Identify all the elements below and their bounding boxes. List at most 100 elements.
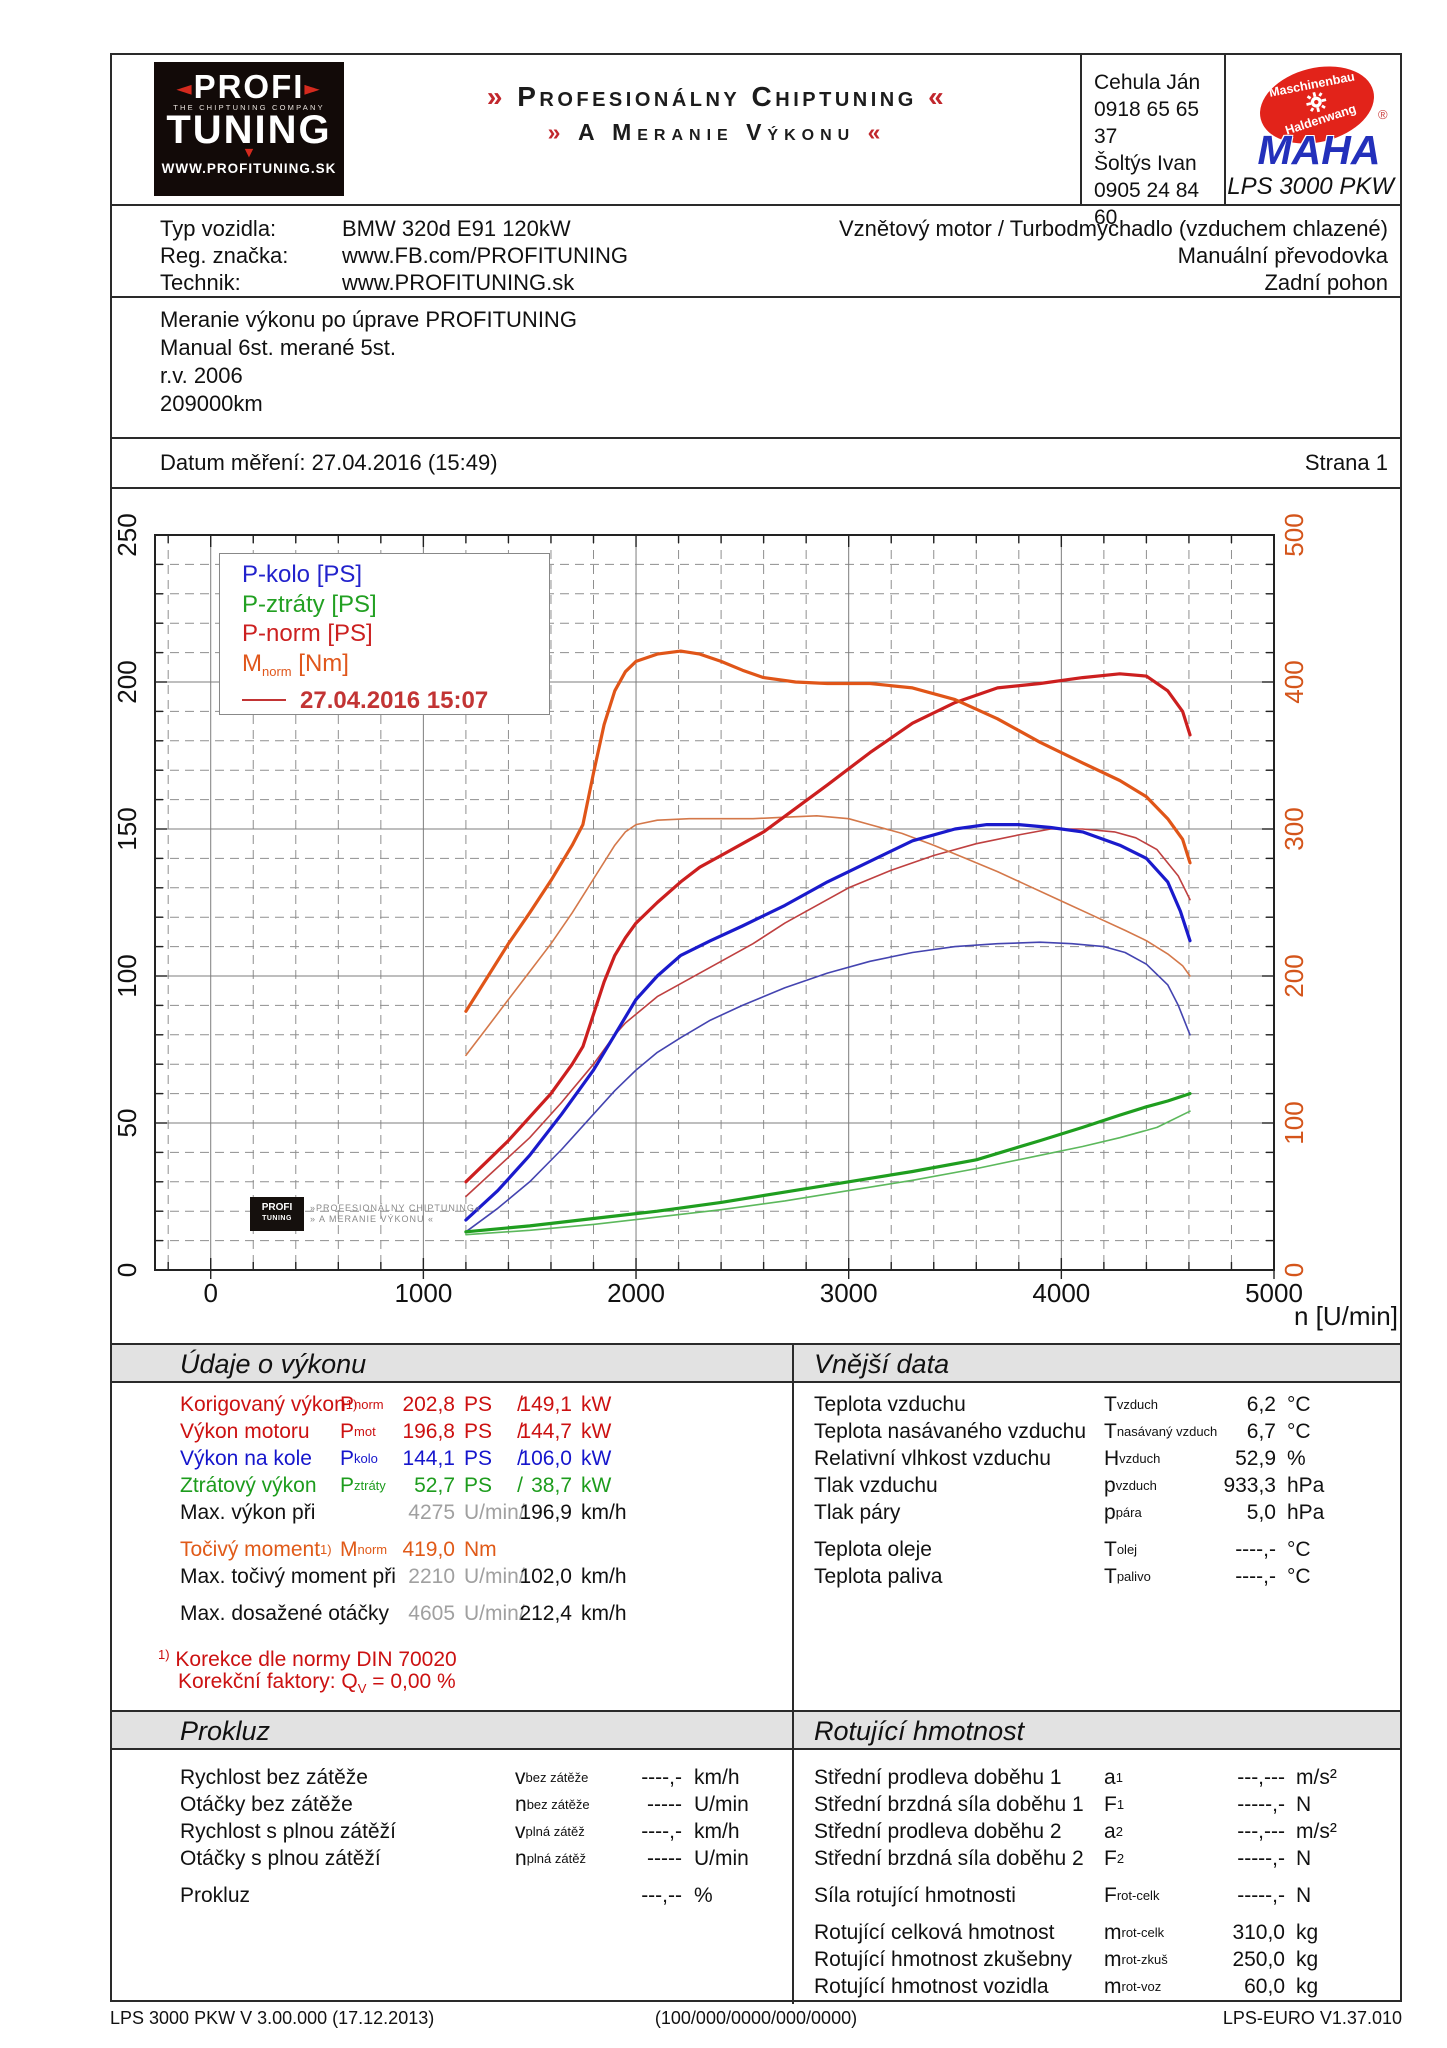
column-divider (792, 1712, 794, 1748)
table-row: Rychlost s plnou zátěží v plná zátěž ----,-… (180, 1820, 740, 1843)
logo-right-arrow-icon: ► (304, 76, 322, 100)
measurement-date: Datum měření: 27.04.2016 (15:49) (160, 450, 498, 475)
svg-text:400: 400 (1279, 660, 1309, 703)
contact-phone-1: 0918 65 65 37 (1094, 98, 1200, 148)
profituning-logo: ◄PROFI► THE CHIPTUNING COMPANY TUNING ▼ … (154, 62, 344, 196)
gearbox-value: Manuální převodovka (1177, 243, 1388, 268)
vehicle-info-section: Typ vozidla: BMW 320d E91 120kW Vznětový… (112, 206, 1400, 298)
contact-name-1: Cehula Ján (1094, 71, 1201, 94)
dyno-model-label: LPS 3000 PKW (1227, 173, 1394, 200)
series-p-norm-27-04-2016-15-49 (464, 672, 1192, 1184)
maha-ellipse-logo: Maschinenbau Haldenwang (1251, 55, 1383, 155)
series-p-norm-27-04-2016-15-07 (465, 828, 1191, 1198)
prokluz-section-title: Prokluz (180, 1716, 271, 1746)
table-row: Otáčky bez zátěže n bez zátěže ----- U/min (180, 1793, 749, 1816)
table-row: Střední prodleva doběhu 1 a 1 ---,--- m/s² (814, 1766, 1337, 1789)
footer-firmware-version: LPS-EURO V1.37.010 (1222, 2008, 1402, 2028)
drive-type-value: Zadní pohon (1264, 270, 1388, 295)
svg-text:50: 50 (112, 1109, 142, 1138)
table-row: Tlak páry p pára 5,0 hPa (814, 1501, 1325, 1524)
legend-m-norm: Mnorm [Nm] (242, 649, 349, 679)
series-m-norm-27-04-2016-15-49 (464, 649, 1192, 1013)
svg-text:200: 200 (112, 660, 142, 703)
gear-icon (1257, 77, 1375, 126)
tagline-line1: » Profesionálny Chiptuning « (486, 81, 948, 112)
reg-plate-label: Reg. značka: (160, 243, 289, 268)
svg-text:4000: 4000 (1032, 1278, 1090, 1308)
table-row: Rotující hmotnost vozidla m rot-voz 60,0 kg (814, 1975, 1319, 1998)
table-row: Otáčky s plnou zátěží n plná zátěž ----- U/m… (180, 1847, 749, 1870)
logo-website: WWW.PROFITUNING.SK (161, 161, 337, 176)
contact-block: Cehula Ján 0918 65 65 37 Šoltýs Ivan 090… (1080, 55, 1224, 229)
company-tagline: » Profesionálny Chiptuning « » A Meranie… (352, 79, 1082, 149)
registered-trademark-icon: ® (1378, 107, 1388, 122)
report-frame: ◄PROFI► THE CHIPTUNING COMPANY TUNING ▼ … (110, 53, 1404, 2004)
chart-watermark: PROFI TUNING »PROFESIONÁLNY CHIPTUNING« … (250, 1197, 481, 1231)
vnejsi-section-title: Vnější data (814, 1349, 950, 1379)
description-line-4: 209000km (160, 391, 263, 416)
svg-text:300: 300 (1279, 807, 1309, 850)
svg-text:5000: 5000 (1245, 1278, 1303, 1308)
contact-name-2: Šoltýs Ivan (1094, 152, 1197, 175)
legend-p-norm: P-norm [PS] (242, 620, 373, 647)
maha-logo-cell: Maschinenbau Haldenwang ® MAHA LPS 3000 … (1224, 55, 1404, 206)
watermark-text: »PROFESIONÁLNY CHIPTUNING« » A MERANIE V… (310, 1203, 481, 1224)
svg-text:2000: 2000 (607, 1278, 665, 1308)
logo-left-arrow-icon: ◄ (176, 76, 194, 100)
series-p-kolo-27-04-2016-15-07 (465, 941, 1191, 1233)
column-divider (792, 1345, 794, 1381)
table-row: Max. točivý moment při 2210 U/min/102,0 km/… (180, 1565, 627, 1588)
legend-p-kolo: P-kolo [PS] (242, 561, 363, 588)
legend-line-sample (242, 699, 286, 701)
series-p-ztraty-27-04-2016-15-07 (465, 1110, 1191, 1236)
dyno-chart: 0 1000 2000 3000 4000 5000 0 50 100 150 200 250 0 100… (112, 489, 1400, 1343)
description-line-3: r.v. 2006 (160, 363, 243, 388)
legend-reference-run: 27.04.2016 15:07 (242, 686, 549, 716)
table-row: Rotující hmotnost zkušebny m rot-zkuš 250,0… (814, 1948, 1319, 1971)
measurement-date-row: Datum měření: 27.04.2016 (15:49) Strana … (112, 439, 1400, 489)
table-row: Střední brzdná síla doběhu 1 F 1 -----,- N (814, 1793, 1312, 1816)
series-p-ztraty-27-04-2016-15-49 (464, 1091, 1192, 1234)
table-row: Prokluz ---,--% (180, 1884, 713, 1907)
logo-brand-top: ◄PROFI► (176, 68, 322, 105)
description-line-1: Meranie výkonu po úprave PROFITUNING (160, 307, 577, 332)
page-number: Strana 1 (1304, 450, 1388, 475)
table-row: Max. výkon při 4275 U/min/196,9 km/h (180, 1501, 627, 1524)
maha-wordmark: MAHA (1257, 127, 1381, 173)
reg-plate-value: www.FB.com/PROFITUNING (342, 243, 629, 268)
legend-p-ztraty: P-ztráty [PS] (242, 590, 377, 618)
table-row: Rychlost bez zátěže v bez zátěže ----,- km/h (180, 1766, 740, 1789)
svg-text:3000: 3000 (820, 1278, 878, 1308)
tagline-line2: » A Meranie Výkonu « (547, 119, 887, 145)
chevron-left-icon: « (928, 81, 948, 112)
table-row: Tlak vzduchu p vzduch 933,3 hPa (814, 1474, 1325, 1497)
section-header-band-1: Údaje o výkonu Vnější data (112, 1343, 1400, 1383)
report-header: ◄PROFI► THE CHIPTUNING COMPANY TUNING ▼ … (112, 55, 1400, 229)
udaje-section-title: Údaje o výkonu (180, 1349, 367, 1379)
chevron-left-icon: « (867, 119, 887, 145)
table-row: Střední prodleva doběhu 2 a 2 ---,--- m/s² (814, 1820, 1337, 1843)
svg-text:0: 0 (1279, 1263, 1309, 1277)
logo-subtitle: THE CHIPTUNING COMPANY (173, 103, 325, 112)
svg-text:1000: 1000 (394, 1278, 452, 1308)
footer-serial-code: (100/000/0000/000/0000) (654, 2008, 858, 2028)
table-row: Max. dosažené otáčky 4605 U/min/212,4 km/h (180, 1602, 627, 1625)
series-p-kolo-27-04-2016-15-49 (464, 823, 1192, 1222)
engine-type-value: Vznětový motor / Turbodmychadlo (vzduche… (838, 216, 1388, 241)
svg-text:0: 0 (203, 1278, 217, 1308)
technician-value: www.PROFITUNING.sk (342, 270, 575, 295)
svg-text:0: 0 (112, 1263, 142, 1277)
chevron-right-icon: » (547, 119, 567, 145)
contact-phone-2: 0905 24 84 60 (1094, 179, 1200, 229)
